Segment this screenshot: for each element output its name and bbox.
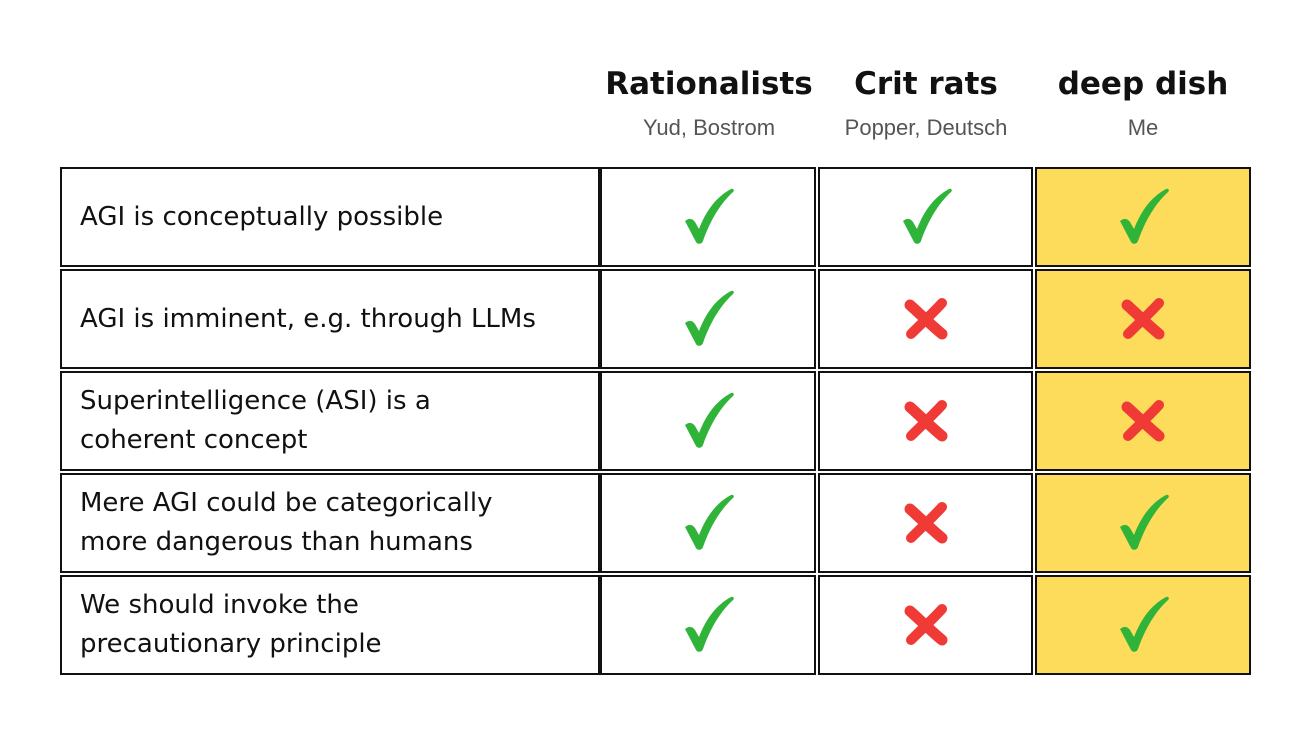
row-claim: We should invoke the precautionary princ… (80, 590, 382, 659)
mark-cell (1035, 167, 1251, 267)
row-label-cell: Superintelligence (ASI) is a coherent co… (60, 371, 600, 471)
row-claim: AGI is imminent, e.g. through LLMs (80, 303, 536, 334)
checkmark-icon (685, 494, 734, 550)
row-claim: Superintelligence (ASI) is a coherent co… (80, 386, 431, 455)
mark-cell (1035, 575, 1251, 675)
column-subtitle: Me (1127, 115, 1159, 140)
row-claim: AGI is conceptually possible (80, 201, 444, 232)
cross-icon (904, 604, 947, 646)
checkmark-icon (1120, 494, 1169, 550)
mark-cell (818, 167, 1033, 267)
cross-icon (1121, 298, 1165, 340)
mark-cell (818, 269, 1033, 369)
mark-cell (600, 575, 816, 675)
row-label-cell: We should invoke the precautionary princ… (60, 575, 600, 675)
checkmark-icon (902, 188, 952, 244)
row-label-cell: Mere AGI could be categorically more dan… (60, 473, 600, 573)
row-claim: Mere AGI could be categorically more dan… (80, 488, 493, 557)
mark-cell (818, 575, 1033, 675)
column-subtitle: Popper, Deutsch (844, 115, 1008, 140)
checkmark-icon (685, 188, 734, 244)
row-label-cell: AGI is imminent, e.g. through LLMs (60, 269, 600, 369)
checkmark-icon (685, 596, 734, 652)
mark-cell (818, 371, 1033, 471)
cross-icon (904, 502, 947, 544)
mark-cell (600, 167, 816, 267)
row-label-cell: AGI is conceptually possible (60, 167, 600, 267)
column-header-3: deep dish Me (1013, 62, 1273, 150)
cross-icon (1121, 400, 1165, 442)
mark-cell (1035, 269, 1251, 369)
mark-cell (1035, 371, 1251, 471)
checkmark-icon (685, 392, 734, 448)
checkmark-icon (1120, 188, 1169, 244)
column-header-2: Crit rats Popper, Deutsch (796, 62, 1056, 150)
column-title: Rationalists (605, 66, 813, 102)
checkmark-icon (1120, 596, 1169, 652)
checkmark-icon (685, 290, 734, 346)
mark-cell (1035, 473, 1251, 573)
mark-cell (600, 371, 816, 471)
cross-icon (904, 400, 947, 442)
mark-cell (818, 473, 1033, 573)
cross-icon (904, 298, 947, 340)
column-title: deep dish (1057, 66, 1229, 102)
column-header-1: Rationalists Yud, Bostrom (579, 62, 839, 150)
column-title: Crit rats (854, 66, 998, 102)
mark-cell (600, 269, 816, 369)
mark-cell (600, 473, 816, 573)
column-subtitle: Yud, Bostrom (642, 115, 776, 140)
